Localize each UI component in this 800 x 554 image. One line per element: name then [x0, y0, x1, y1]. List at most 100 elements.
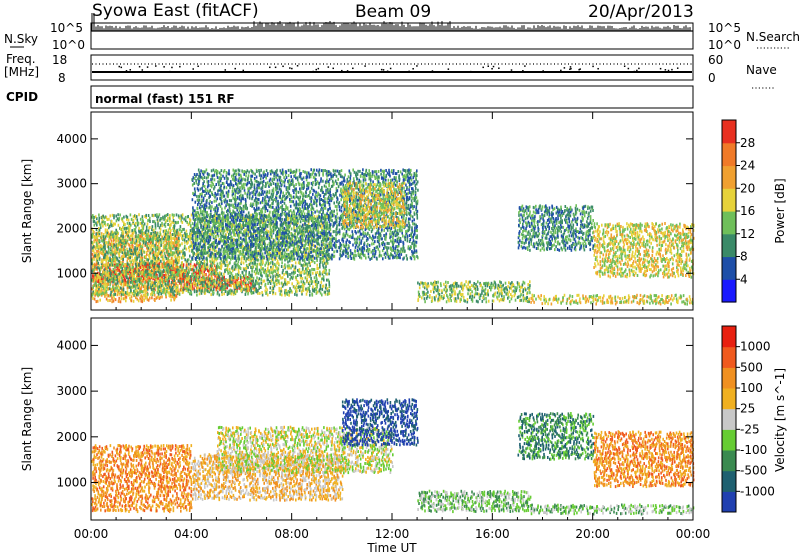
nave-dot	[431, 70, 434, 72]
heatmap-cell	[154, 278, 156, 282]
heatmap-cell	[117, 299, 120, 303]
heatmap-cell	[166, 278, 168, 282]
heatmap-cell	[162, 284, 165, 288]
heatmap-cell	[206, 263, 208, 267]
heatmap-cell	[267, 278, 269, 282]
heatmap-cell	[115, 270, 117, 274]
heatmap-cell	[298, 281, 300, 285]
heatmap-cell	[129, 273, 131, 277]
heatmap-cell	[122, 297, 125, 301]
heatmap-cell	[294, 270, 296, 274]
heatmap-cell	[195, 264, 197, 268]
heatmap-cell	[161, 262, 163, 266]
heatmap-cell	[222, 276, 224, 280]
heatmap-cell	[160, 264, 163, 268]
heatmap-cell	[100, 283, 103, 287]
heatmap-cell	[251, 269, 253, 273]
heatmap-cell	[155, 275, 158, 279]
heatmap-cell	[145, 296, 147, 300]
heatmap-cell	[161, 235, 163, 239]
heatmap-cell	[109, 274, 112, 278]
heatmap-cell	[140, 252, 142, 256]
date-title: 20/Apr/2013	[588, 2, 694, 22]
heatmap-cell	[185, 247, 188, 251]
heatmap-cell	[114, 277, 117, 280]
heatmap-cell	[121, 279, 124, 283]
heatmap-cell	[254, 283, 257, 287]
heatmap-cell	[326, 272, 328, 276]
heatmap-cell	[161, 276, 163, 280]
heatmap-cell	[102, 214, 104, 218]
heatmap-cell	[147, 234, 149, 238]
heatmap-cell	[311, 267, 313, 271]
heatmap-cell	[98, 281, 101, 285]
heatmap-cell	[247, 232, 250, 236]
heatmap-cell	[109, 299, 111, 302]
heatmap-cell	[112, 250, 115, 254]
heatmap-cell	[165, 295, 167, 299]
heatmap-cell	[96, 275, 98, 279]
heatmap-cell	[189, 279, 192, 283]
heatmap-cell	[113, 243, 116, 247]
heatmap-cell	[199, 206, 201, 210]
heatmap-cell	[269, 280, 271, 284]
heatmap-cell	[179, 225, 182, 229]
heatmap-cell	[156, 273, 158, 277]
heatmap-cell	[134, 246, 136, 250]
heatmap-cell	[200, 249, 203, 253]
heatmap-cell	[201, 239, 204, 243]
heatmap-cell	[174, 293, 176, 297]
nave-dot	[163, 66, 165, 68]
nave-dot	[332, 67, 334, 70]
heatmap-cell	[177, 249, 179, 253]
heatmap-cell	[191, 272, 193, 276]
heatmap-cell	[150, 232, 153, 236]
heatmap-cell	[241, 256, 243, 260]
heatmap-cell	[238, 270, 240, 274]
heatmap-cell	[251, 261, 254, 265]
heatmap-cell	[120, 234, 122, 238]
heatmap-cell	[187, 266, 190, 270]
heatmap-cell	[129, 256, 131, 260]
heatmap-cell	[119, 300, 122, 304]
heatmap-cell	[104, 278, 107, 282]
heatmap-cell	[235, 259, 237, 263]
nave-dot	[169, 70, 171, 73]
heatmap-cell	[167, 231, 169, 234]
heatmap-cell	[176, 228, 178, 232]
nave-dot	[636, 69, 638, 72]
heatmap-cell	[124, 226, 126, 230]
heatmap-cell	[161, 253, 163, 257]
heatmap-cell	[327, 278, 330, 282]
heatmap-cell	[125, 254, 127, 258]
heatmap-cell	[97, 249, 100, 253]
heatmap-cell	[191, 222, 194, 226]
heatmap-cell	[229, 283, 231, 287]
heatmap-cell	[101, 291, 104, 295]
beam-title: Beam 09	[355, 2, 431, 22]
heatmap-cell	[118, 269, 120, 273]
heatmap-cell	[104, 271, 107, 274]
heatmap-cell	[281, 276, 284, 280]
heatmap-cell	[197, 224, 199, 227]
heatmap-cell	[125, 299, 127, 303]
heatmap-cell	[105, 267, 107, 271]
heatmap-cell	[155, 296, 158, 300]
heatmap-cell	[217, 290, 219, 294]
heatmap-cell	[174, 238, 176, 242]
heatmap-cell	[133, 284, 135, 288]
heatmap-cell	[173, 259, 175, 263]
heatmap-cell	[249, 273, 252, 277]
heatmap-cell	[158, 285, 161, 289]
heatmap-cell	[157, 224, 159, 228]
mode-label: normal (fast) 151 RF	[95, 92, 235, 106]
heatmap-cell	[164, 287, 167, 291]
heatmap-cell	[137, 239, 139, 243]
heatmap-cell	[132, 252, 135, 256]
heatmap-cell	[110, 240, 113, 243]
heatmap-cell	[154, 230, 157, 234]
heatmap-cell	[101, 250, 104, 254]
heatmap-cell	[188, 246, 190, 250]
heatmap-cell	[170, 293, 172, 296]
heatmap-cell	[316, 285, 318, 289]
